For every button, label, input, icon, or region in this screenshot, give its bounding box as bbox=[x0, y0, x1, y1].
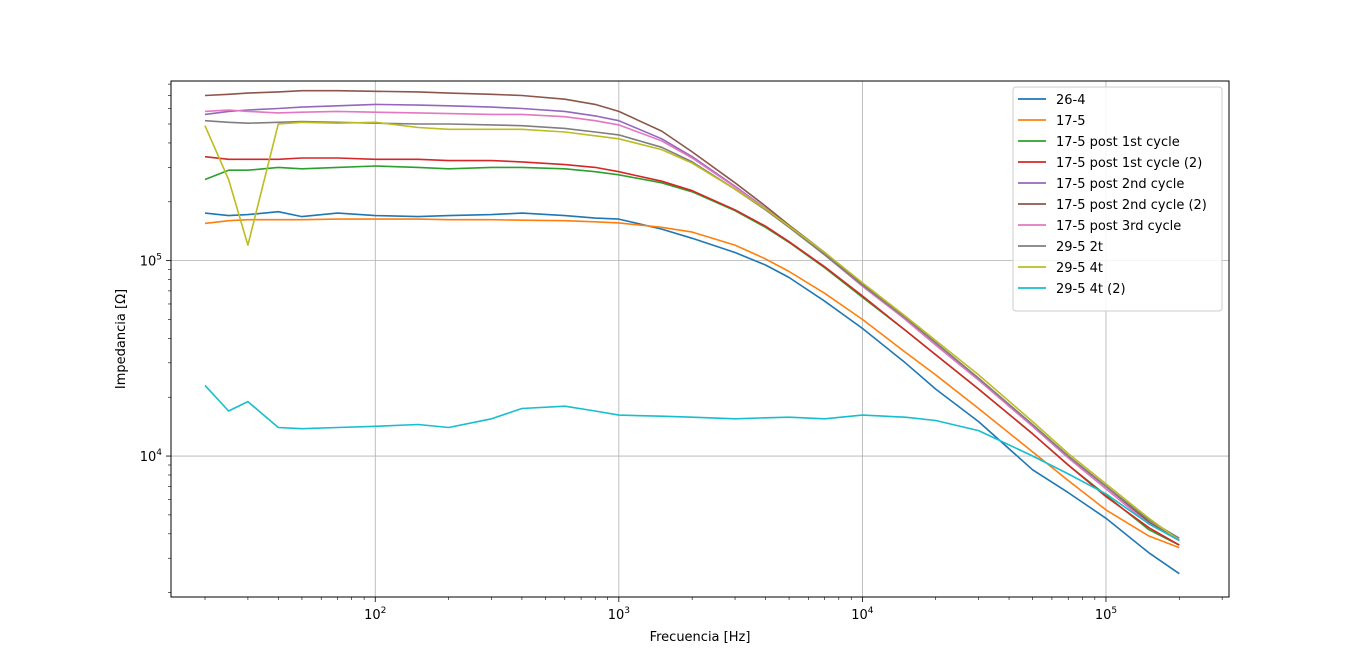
legend-label: 17-5 post 2nd cycle bbox=[1056, 177, 1184, 192]
legend-label: 26-4 bbox=[1056, 93, 1086, 108]
legend-label: 17-5 post 3rd cycle bbox=[1056, 219, 1181, 234]
y-axis-ticks: 104 105 bbox=[140, 83, 171, 593]
y-tick-label: 105 bbox=[140, 253, 162, 270]
series-line-2 bbox=[204, 218, 1180, 549]
series-line-4 bbox=[204, 155, 1180, 546]
x-tick-label: 104 bbox=[851, 606, 874, 623]
x-axis-title: Frecuencia [Hz] bbox=[650, 630, 751, 645]
y-tick-label: 104 bbox=[140, 448, 163, 465]
x-tick-label: 103 bbox=[608, 606, 630, 623]
legend-label: 17-5 bbox=[1056, 114, 1086, 129]
y-axis-title: Impedancia [Ω] bbox=[114, 289, 129, 389]
x-tick-label: 105 bbox=[1095, 606, 1117, 623]
legend-label: 17-5 post 1st cycle (2) bbox=[1056, 156, 1202, 171]
series-line-1 bbox=[204, 210, 1180, 575]
series-line-7 bbox=[204, 109, 1180, 542]
legend-label: 29-5 4t bbox=[1056, 261, 1103, 276]
series-line-9 bbox=[204, 121, 1180, 542]
legend-label: 17-5 post 2nd cycle (2) bbox=[1056, 198, 1207, 213]
series-line-10 bbox=[204, 384, 1180, 542]
x-axis-ticks: 102 103 104 105 bbox=[204, 597, 1223, 623]
legend-label: 29-5 2t bbox=[1056, 240, 1103, 255]
legend-label: 17-5 post 1st cycle bbox=[1056, 135, 1180, 150]
x-tick-label: 102 bbox=[364, 606, 386, 623]
series-line-8 bbox=[204, 119, 1180, 539]
legend: 26-4 17-5 17-5 post 1st cycle 17-5 post 1st… bbox=[1012, 86, 1223, 312]
legend-label: 29-5 4t (2) bbox=[1056, 282, 1126, 297]
legend-box bbox=[1012, 86, 1223, 312]
series-lines bbox=[204, 89, 1180, 575]
plot-frame bbox=[170, 80, 1230, 598]
